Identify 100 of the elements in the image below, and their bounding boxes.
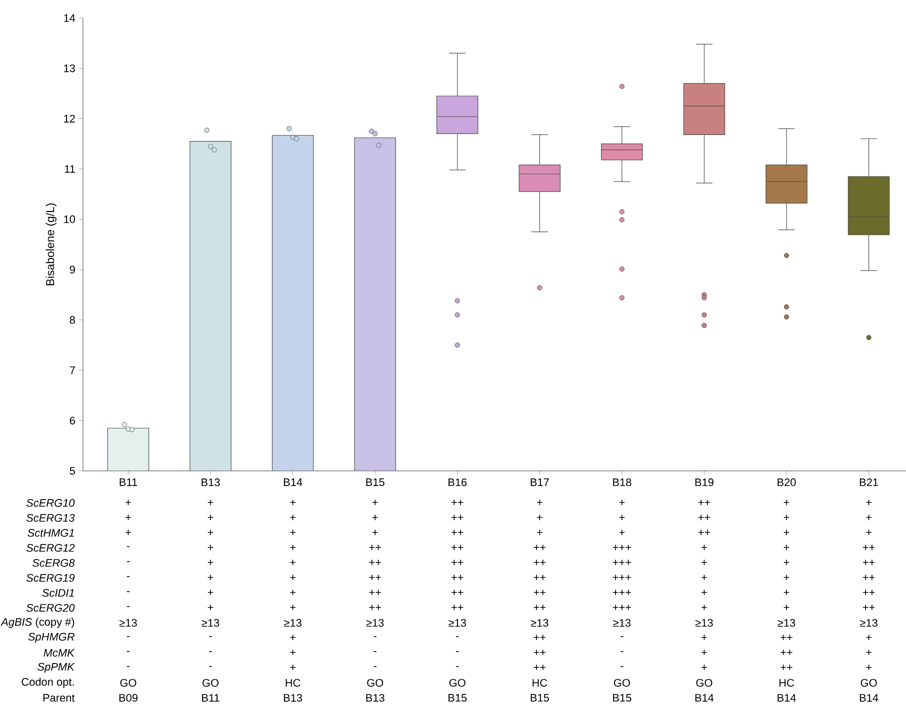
text: B15	[613, 694, 632, 702]
text: -	[374, 666, 376, 668]
text: ≥13	[613, 619, 631, 627]
text: +	[290, 664, 296, 670]
text: ≥13	[284, 619, 302, 627]
category-label: ScERG10	[26, 499, 75, 507]
text: ++	[452, 590, 464, 596]
text: -	[209, 651, 212, 652]
text: +	[702, 664, 707, 670]
text: +	[290, 574, 296, 580]
text: +	[290, 634, 296, 640]
text: +	[208, 590, 214, 596]
text: B09	[119, 694, 138, 702]
y-axis-title: Bisabolene (g/L)	[46, 204, 56, 286]
text: +	[372, 500, 378, 506]
text: ++	[780, 650, 792, 656]
text: B13	[284, 694, 302, 702]
text: ++	[369, 544, 381, 550]
text: GO	[202, 679, 219, 687]
y-tick-label: 13	[64, 64, 75, 72]
text: ++	[369, 604, 381, 610]
text: +	[702, 560, 707, 566]
text: +	[536, 514, 542, 520]
text: +	[126, 514, 131, 520]
text: ++	[534, 664, 546, 670]
text: +++	[612, 590, 631, 596]
text: ++	[698, 500, 710, 506]
category-label: ScERG8	[32, 559, 75, 567]
text: ++	[698, 514, 710, 520]
text: ++	[862, 560, 875, 566]
text: +	[290, 590, 296, 596]
text: ++	[780, 634, 792, 640]
text: -	[126, 651, 130, 652]
text: GO	[696, 679, 712, 687]
text: -	[209, 666, 212, 668]
category-label: AgBIS (copy #)	[0, 618, 74, 628]
text: +	[126, 530, 131, 536]
text: +	[866, 500, 872, 506]
text: -	[620, 651, 624, 652]
text: ≥13	[119, 619, 137, 627]
text: ++	[698, 530, 710, 536]
text: +	[784, 514, 790, 520]
text: ++	[780, 664, 792, 670]
text: ≥13	[448, 619, 466, 627]
text: -	[126, 591, 130, 592]
text: HC	[286, 679, 300, 687]
text: ++	[452, 530, 464, 536]
text: -	[126, 561, 130, 562]
text: -	[456, 666, 459, 668]
text: +	[866, 530, 872, 536]
text: +	[290, 560, 296, 566]
text: +	[290, 650, 296, 656]
text: -	[126, 666, 130, 668]
text: -	[209, 636, 212, 638]
text: +	[784, 560, 790, 566]
text: +	[866, 650, 872, 656]
text: ++	[534, 544, 546, 550]
x-tick-label: B14	[284, 478, 302, 486]
text: ++	[862, 590, 875, 596]
text: ≥13	[530, 619, 548, 627]
text: +	[208, 574, 214, 580]
text: HC	[780, 679, 794, 687]
text: ++	[534, 634, 546, 640]
text: ≥13	[366, 619, 384, 627]
category-label: ScERG13	[26, 514, 75, 522]
text: ++	[534, 560, 546, 566]
text: +	[290, 530, 296, 536]
text: -	[374, 636, 376, 638]
text: +	[290, 514, 296, 520]
text: +++	[612, 574, 631, 580]
text: +	[866, 514, 872, 520]
category-label: ScERG19	[26, 574, 75, 582]
category-label: ScERG12	[26, 544, 75, 552]
x-tick-label: B13	[202, 478, 220, 486]
text: ++	[369, 590, 381, 596]
text: +	[784, 500, 790, 506]
category-label: SpPMK	[38, 662, 75, 673]
category-label: Parent	[43, 694, 75, 702]
x-tick-label: B15	[366, 478, 384, 486]
y-tick-label: 5	[70, 467, 75, 475]
text: -	[374, 651, 376, 652]
text: +	[536, 530, 542, 536]
text: -	[620, 636, 624, 638]
text: +	[619, 514, 625, 520]
text: B15	[448, 694, 467, 702]
text: +	[619, 530, 625, 536]
x-tick-label: B20	[778, 478, 796, 486]
text: ++	[369, 574, 381, 580]
text: +	[702, 544, 707, 550]
text: +	[784, 590, 790, 596]
text: B14	[695, 694, 714, 702]
x-tick-label: B11	[120, 478, 138, 486]
text: +	[208, 544, 214, 550]
y-tick-label: 14	[64, 14, 76, 22]
text: ≥13	[695, 619, 713, 627]
text: ++	[534, 590, 546, 596]
category-label: SctHMG1	[28, 529, 74, 537]
text: GO	[367, 679, 384, 687]
text: +++	[612, 604, 631, 610]
y-tick-label: 11	[64, 165, 75, 173]
